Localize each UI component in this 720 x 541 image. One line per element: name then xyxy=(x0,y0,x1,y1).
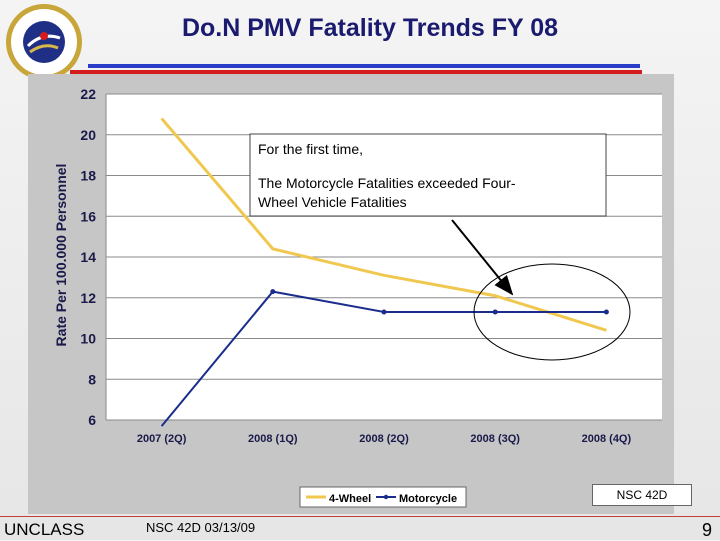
x-tick-label: 2008 (2Q) xyxy=(359,433,409,445)
data-point-motorcycle xyxy=(381,309,387,315)
legend-label-motorcycle: Motorcycle xyxy=(399,493,457,505)
y-tick-labels: 6 8 10 12 14 16 18 20 22 xyxy=(80,86,96,428)
title-rule-red xyxy=(70,70,642,74)
data-point-motorcycle xyxy=(270,289,276,295)
legend-marker-motorcycle xyxy=(383,494,389,500)
y-tick-label: 16 xyxy=(80,208,96,224)
naval-safety-center-logo xyxy=(6,4,82,80)
highlight-ellipse xyxy=(473,263,631,361)
data-point-motorcycle xyxy=(603,309,609,315)
y-axis-label: Rate Per 100.000 Personnel xyxy=(53,164,69,347)
y-tick-label: 22 xyxy=(80,86,96,102)
page-number: 9 xyxy=(701,520,712,540)
series-points xyxy=(270,289,609,315)
legend-label-4-wheel: 4-Wheel xyxy=(329,493,371,505)
y-tick-label: 6 xyxy=(88,412,96,428)
y-tick-label: 8 xyxy=(88,371,96,387)
series-line-4-wheel xyxy=(160,117,607,332)
annotation-line-2a: The Motorcycle Fatalities exceeded Four- xyxy=(258,175,516,191)
annotation-line-2b: Wheel Vehicle Fatalities xyxy=(258,194,407,210)
x-tick-label: 2008 (1Q) xyxy=(248,433,298,445)
y-tick-label: 12 xyxy=(80,290,96,306)
annotation-arrow xyxy=(451,219,514,296)
annotation-box xyxy=(249,133,607,217)
x-tick-label: 2008 (4Q) xyxy=(582,433,632,445)
page-title: Do.N PMV Fatality Trends FY 08 xyxy=(181,14,559,42)
x-tick-labels: 2007 (2Q) 2008 (1Q) 2008 (2Q) 2008 (3Q) 2008… xyxy=(137,433,632,445)
nsc-label-box: NSC 42D xyxy=(592,484,692,506)
annotation-line-1: For the first time, xyxy=(258,141,363,157)
footer-rule xyxy=(0,516,720,517)
y-tick-label: 10 xyxy=(80,331,96,347)
title-rule-blue xyxy=(88,64,640,68)
x-tick-label: 2007 (2Q) xyxy=(137,433,187,445)
y-tick-label: 20 xyxy=(80,127,96,143)
y-tick-label: 18 xyxy=(80,168,96,184)
classification-label: UNCLASS xyxy=(4,520,85,539)
footer-source: NSC 42D 03/13/09 xyxy=(146,520,256,535)
x-tick-label: 2008 (3Q) xyxy=(470,433,520,445)
y-tick-label: 14 xyxy=(80,249,96,265)
data-point-motorcycle xyxy=(492,309,498,315)
